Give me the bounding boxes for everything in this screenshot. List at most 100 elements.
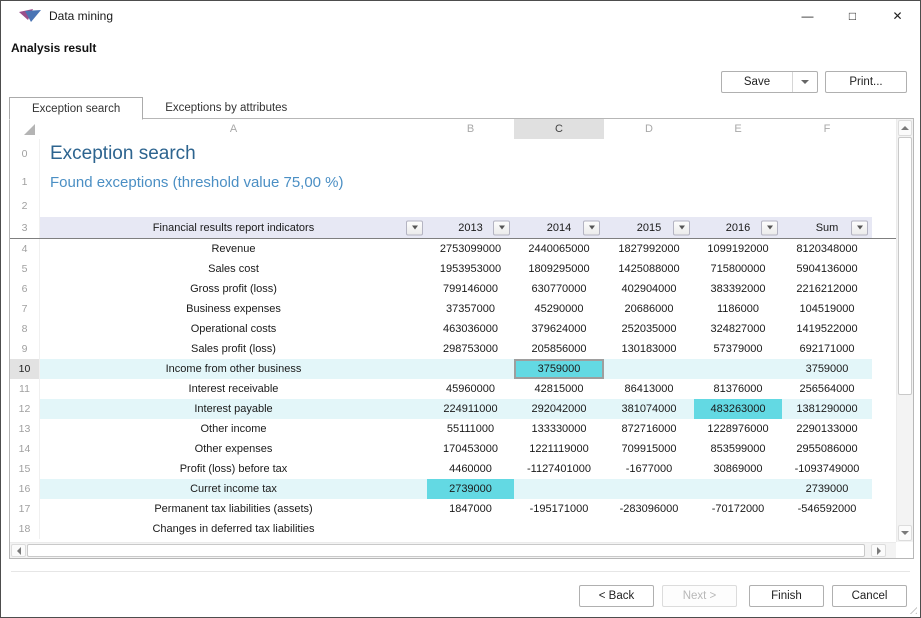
column-letter[interactable]: C xyxy=(514,119,604,139)
value-cell[interactable]: 709915000 xyxy=(621,443,677,455)
header-cell-indicators[interactable]: Financial results report indicators xyxy=(40,217,427,238)
value-cell[interactable]: 463036000 xyxy=(442,323,499,335)
header-cell-year[interactable]: 2014 xyxy=(514,217,604,238)
header-cell-sum[interactable]: Sum xyxy=(782,217,872,238)
value-cell[interactable]: 1221119000 xyxy=(529,443,589,455)
horizontal-scrollbar-thumb[interactable] xyxy=(27,544,865,557)
value-cell[interactable]: 42815000 xyxy=(534,383,584,395)
value-cell[interactable]: 379624000 xyxy=(531,323,587,335)
row-number[interactable]: 10 xyxy=(10,359,40,379)
value-cell[interactable]: 104519000 xyxy=(799,303,855,315)
value-cell[interactable] xyxy=(694,359,782,379)
value-cell[interactable]: 252035000 xyxy=(621,323,677,335)
value-cell[interactable]: 2955086000 xyxy=(796,443,858,455)
value-cell[interactable]: 2753099000 xyxy=(439,243,502,255)
header-cell-year[interactable]: 2015 xyxy=(604,217,694,238)
back-button[interactable]: < Back xyxy=(579,585,654,607)
vertical-scrollbar-thumb[interactable] xyxy=(898,137,912,395)
row-label[interactable]: Business expenses xyxy=(186,303,281,315)
row-number[interactable]: 5 xyxy=(10,259,40,279)
value-cell[interactable] xyxy=(694,519,782,539)
row-label[interactable]: Revenue xyxy=(211,243,256,255)
value-cell[interactable]: 37357000 xyxy=(446,303,495,315)
value-cell[interactable]: -546592000 xyxy=(797,503,857,515)
value-cell[interactable]: 298753000 xyxy=(442,343,499,355)
value-cell[interactable]: 1827992000 xyxy=(618,243,680,255)
filter-dropdown-button[interactable] xyxy=(493,220,510,235)
value-cell[interactable]: -1677000 xyxy=(625,463,673,475)
value-cell[interactable]: -1127401000 xyxy=(526,463,592,475)
value-cell[interactable]: 1809295000 xyxy=(528,263,590,275)
value-cell[interactable]: 872716000 xyxy=(621,423,677,435)
save-button[interactable]: Save xyxy=(721,71,818,93)
row-number[interactable]: 14 xyxy=(10,439,40,459)
value-cell[interactable]: -1093749000 xyxy=(794,463,860,475)
value-cell[interactable]: 170453000 xyxy=(442,443,499,455)
value-cell[interactable]: 692171000 xyxy=(799,343,855,355)
column-letter[interactable]: A xyxy=(229,123,238,135)
header-cell-year[interactable]: 2013 xyxy=(427,217,514,238)
value-cell[interactable]: 1425088000 xyxy=(618,263,680,275)
value-cell[interactable] xyxy=(427,519,514,539)
value-cell[interactable]: 1419522000 xyxy=(796,323,858,335)
value-cell[interactable]: 402904000 xyxy=(621,283,677,295)
row-label[interactable]: Income from other business xyxy=(40,359,427,379)
scroll-down-button[interactable] xyxy=(898,525,912,541)
row-number[interactable]: 3 xyxy=(10,217,40,238)
value-cell[interactable]: 8120348000 xyxy=(796,243,858,255)
value-cell[interactable]: 383392000 xyxy=(710,283,766,295)
value-cell[interactable] xyxy=(694,479,782,499)
value-cell[interactable]: 483263000 xyxy=(694,399,782,419)
value-cell[interactable]: 715800000 xyxy=(710,263,766,275)
value-cell[interactable]: 324827000 xyxy=(710,323,766,335)
row-number[interactable]: 4 xyxy=(10,239,40,259)
value-cell[interactable]: 3759000 xyxy=(782,359,872,379)
value-cell[interactable]: 1381290000 xyxy=(782,399,872,419)
value-cell[interactable]: 224911000 xyxy=(427,399,514,419)
row-label[interactable]: Sales cost xyxy=(208,263,259,275)
row-number[interactable]: 6 xyxy=(10,279,40,299)
value-cell[interactable] xyxy=(427,359,514,379)
value-cell[interactable]: 45290000 xyxy=(534,303,584,315)
row-label[interactable]: Curret income tax xyxy=(40,479,427,499)
minimize-button[interactable]: — xyxy=(801,9,814,23)
row-number[interactable]: 13 xyxy=(10,419,40,439)
value-cell[interactable]: 256564000 xyxy=(799,383,855,395)
row-label[interactable]: Other expenses xyxy=(194,443,273,455)
horizontal-scrollbar[interactable] xyxy=(10,542,896,558)
vertical-scrollbar[interactable] xyxy=(896,119,913,542)
value-cell[interactable] xyxy=(782,519,872,539)
row-label[interactable]: Changes in deferred tax liabilities xyxy=(152,523,315,535)
value-cell[interactable] xyxy=(514,519,604,539)
row-number[interactable]: 15 xyxy=(10,459,40,479)
column-letter[interactable]: E xyxy=(734,123,742,135)
value-cell[interactable]: 4460000 xyxy=(449,463,492,475)
value-cell[interactable]: 2216212000 xyxy=(796,283,858,295)
value-cell[interactable]: 205856000 xyxy=(531,343,587,355)
value-cell[interactable]: 86413000 xyxy=(624,383,674,395)
row-label[interactable]: Gross profit (loss) xyxy=(190,283,277,295)
row-number[interactable]: 12 xyxy=(10,399,40,419)
scroll-up-button[interactable] xyxy=(898,120,912,136)
value-cell[interactable]: 1186000 xyxy=(716,303,759,315)
column-letter[interactable]: B xyxy=(466,123,475,135)
row-number[interactable]: 17 xyxy=(10,499,40,519)
row-number[interactable]: 7 xyxy=(10,299,40,319)
value-cell[interactable]: 133330000 xyxy=(531,423,587,435)
value-cell[interactable] xyxy=(514,479,604,499)
row-number[interactable]: 18 xyxy=(10,519,40,539)
row-label[interactable]: Sales profit (loss) xyxy=(191,343,276,355)
value-cell[interactable]: 2290133000 xyxy=(796,423,858,435)
value-cell[interactable]: 1228976000 xyxy=(707,423,769,435)
save-dropdown-button[interactable] xyxy=(792,72,817,92)
row-label[interactable]: Interest receivable xyxy=(188,383,279,395)
value-cell[interactable]: 1847000 xyxy=(449,503,492,515)
value-cell[interactable]: -195171000 xyxy=(529,503,589,515)
row-label[interactable]: Other income xyxy=(200,423,267,435)
close-button[interactable]: ✕ xyxy=(892,9,903,23)
cancel-button[interactable]: Cancel xyxy=(832,585,907,607)
row-number[interactable]: 1 xyxy=(10,169,40,195)
column-letter[interactable]: D xyxy=(645,123,653,135)
value-cell[interactable]: 45960000 xyxy=(446,383,495,395)
row-number[interactable]: 11 xyxy=(10,379,40,399)
